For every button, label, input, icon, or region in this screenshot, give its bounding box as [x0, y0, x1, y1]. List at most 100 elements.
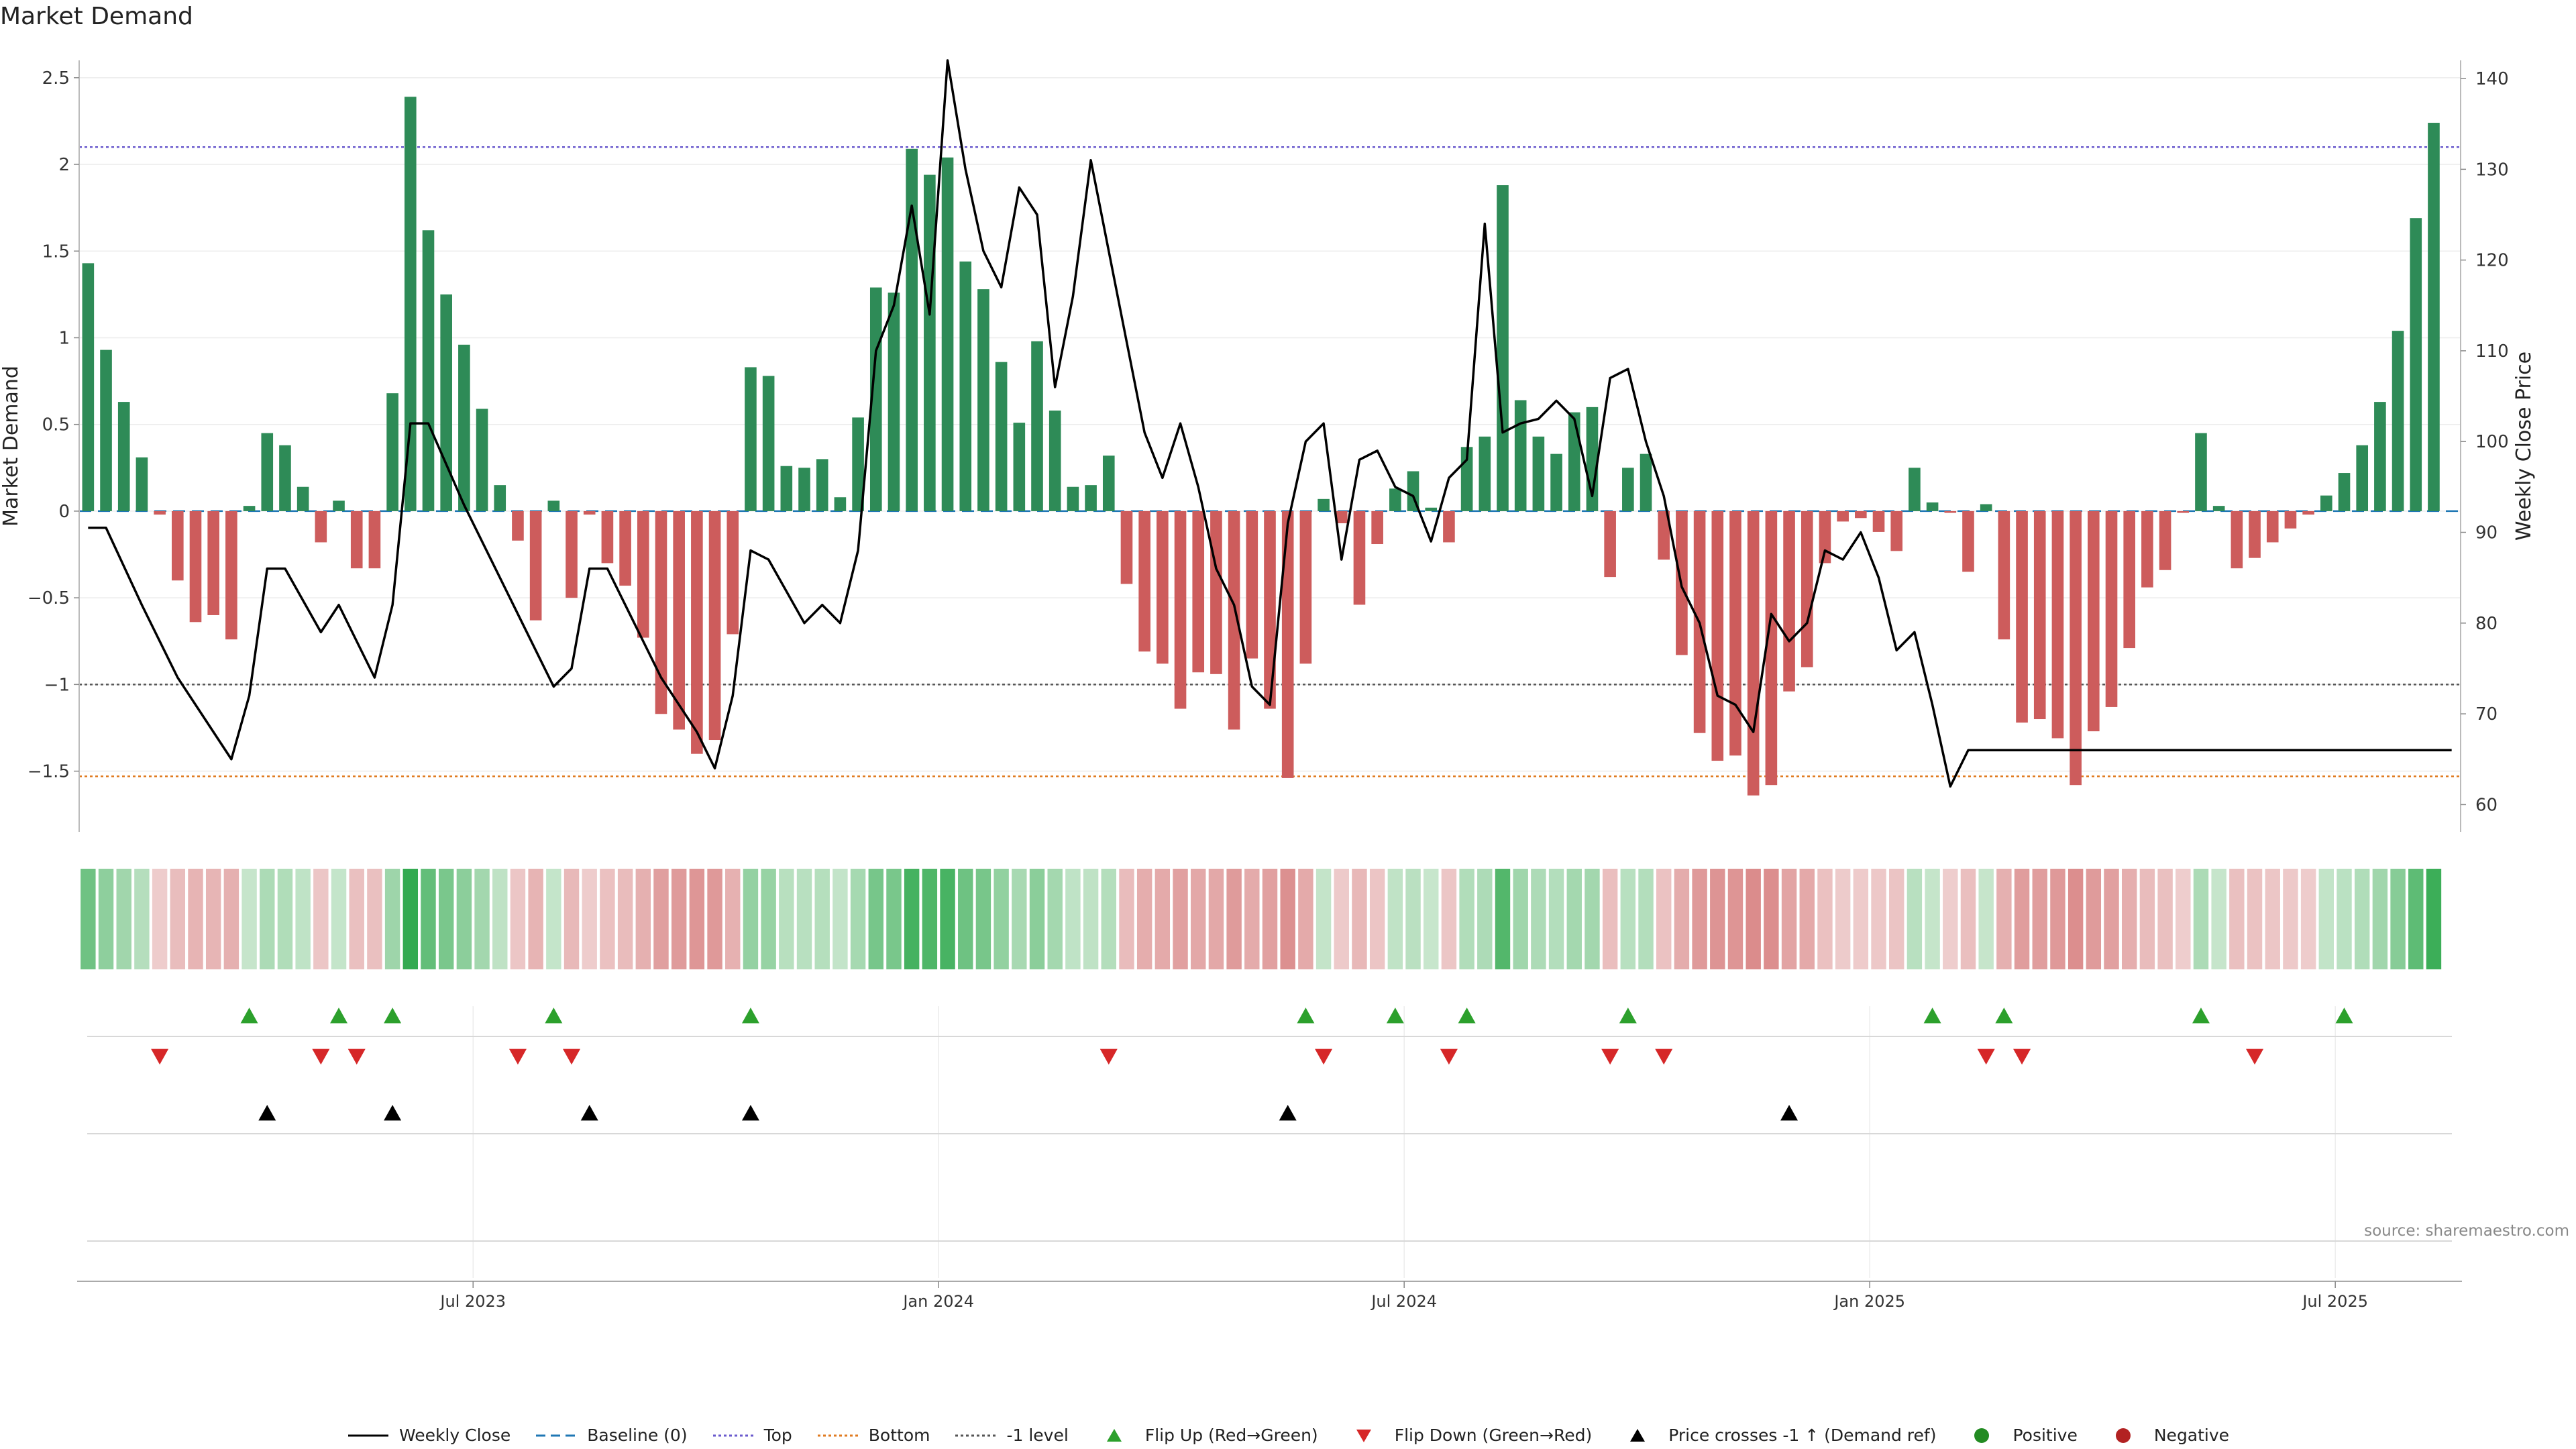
dotted-line-icon — [712, 1434, 753, 1436]
demand-bar — [154, 511, 166, 515]
demand-bar — [1765, 511, 1778, 786]
demand-bar — [727, 511, 739, 635]
demand-bar — [1389, 488, 1401, 511]
dotted-line-icon — [955, 1434, 996, 1436]
demand-bar — [458, 344, 470, 511]
strip-cell — [582, 869, 597, 969]
strip-cell — [313, 869, 329, 969]
demand-bar — [2088, 511, 2100, 732]
strip-cell — [1907, 869, 1923, 969]
legend-item: Flip Down (Green→Red) — [1342, 1426, 1593, 1445]
price-cross-marker — [1279, 1105, 1297, 1121]
demand-bar — [708, 511, 721, 741]
weekly-close-line — [88, 59, 2452, 788]
triangle-up-icon — [1106, 1428, 1122, 1442]
strip-cell — [725, 869, 741, 969]
y2-axis-label: Weekly Close Price — [2512, 352, 2536, 541]
demand-bar — [1085, 485, 1097, 511]
y-tick-label: 1.5 — [42, 241, 70, 262]
demand-bar — [279, 445, 291, 511]
legend-item: -1 level — [954, 1426, 1069, 1445]
demand-bar — [2177, 511, 2190, 513]
legend-label: Flip Down (Green→Red) — [1394, 1426, 1593, 1445]
demand-bar — [1067, 486, 1079, 511]
demand-bar — [2016, 511, 2028, 723]
strip-cell — [2176, 869, 2191, 969]
strip-cell — [564, 869, 580, 969]
flip-up-marker — [2335, 1008, 2353, 1024]
demand-bar — [2105, 511, 2118, 707]
strip-cell — [1548, 869, 1564, 969]
strip-cell — [1495, 869, 1511, 969]
strip-cell — [1585, 869, 1600, 969]
y-tick-label: −0.5 — [28, 588, 70, 608]
demand-bar — [440, 294, 452, 511]
circle-icon — [1974, 1428, 1990, 1443]
demand-bar — [1747, 511, 1760, 796]
strip-cell — [1047, 869, 1063, 969]
legend-item: Positive — [1960, 1426, 2078, 1445]
strip-cell — [134, 869, 150, 969]
demand-bar — [780, 466, 793, 511]
y-tick-label: 2.5 — [42, 68, 70, 89]
strip-cell — [1602, 869, 1618, 969]
strip-cell — [600, 869, 615, 969]
demand-bar — [1120, 511, 1133, 584]
dotted-line-icon — [817, 1434, 858, 1436]
circle-icon — [2115, 1428, 2131, 1443]
demand-bar — [977, 289, 989, 511]
flip-up-marker — [741, 1008, 759, 1024]
strip-cell — [223, 869, 239, 969]
strip-cell — [116, 869, 131, 969]
demand-bar — [1013, 423, 1026, 511]
demand-bar — [2212, 506, 2225, 511]
demand-bar — [1604, 511, 1616, 578]
y2-tick-label: 90 — [2475, 523, 2498, 543]
triangle-up-icon — [1630, 1428, 1646, 1442]
strip-cell — [1405, 869, 1421, 969]
strip-cell — [994, 869, 1009, 969]
demand-bar — [117, 402, 130, 511]
strip-cell — [689, 869, 705, 969]
strip-cell — [1692, 869, 1707, 969]
demand-bar — [315, 511, 327, 543]
demand-bar — [2266, 511, 2279, 543]
legend-item: Baseline (0) — [535, 1426, 688, 1445]
strip-cell — [170, 869, 186, 969]
x-tick-label: Jul 2024 — [1370, 1292, 1437, 1311]
price-cross-marker — [741, 1105, 759, 1121]
demand-bar — [2159, 511, 2171, 570]
strip-cell — [814, 869, 830, 969]
legend-item: Flip Up (Red→Green) — [1093, 1426, 1318, 1445]
demand-bar — [1890, 511, 1903, 551]
strip-cell — [1226, 869, 1242, 969]
strip-cell — [2283, 869, 2298, 969]
demand-bar — [816, 459, 828, 511]
demand-bar — [1944, 511, 1957, 513]
flip-down-marker — [1601, 1049, 1619, 1065]
flip-down-marker — [2013, 1049, 2031, 1065]
demand-bar — [1157, 511, 1169, 664]
flip-up-marker — [240, 1008, 258, 1024]
strip-cell — [188, 869, 203, 969]
legend-label: Top — [763, 1426, 792, 1445]
strip-cell — [1369, 869, 1385, 969]
strip-cell — [546, 869, 561, 969]
strip-cell — [1136, 869, 1152, 969]
strip-cell — [833, 869, 848, 969]
demand-bar — [924, 174, 936, 511]
strip-cell — [958, 869, 973, 969]
demand-bar — [2356, 445, 2369, 511]
demand-bar — [2320, 495, 2332, 511]
demand-bar — [673, 511, 685, 730]
strip-cell — [2265, 869, 2280, 969]
strip-cell — [1960, 869, 1976, 969]
demand-bar — [2070, 511, 2082, 786]
demand-bar — [1962, 511, 1974, 572]
y-tick-label: 1 — [58, 328, 70, 348]
demand-bar — [350, 511, 363, 569]
strip-cell — [922, 869, 938, 969]
price-cross-marker — [1780, 1105, 1799, 1121]
demand-bar — [2374, 402, 2386, 511]
strip-cell — [761, 869, 776, 969]
